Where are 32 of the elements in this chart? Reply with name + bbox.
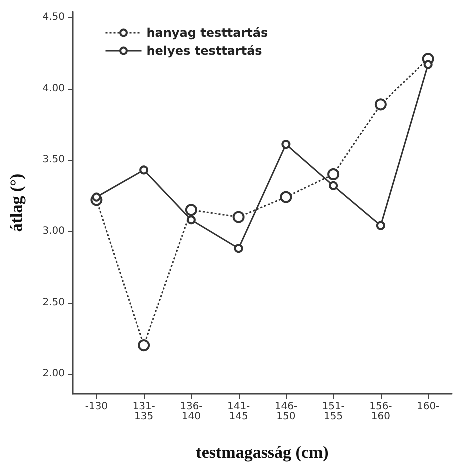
y-axis-title: átlag (°) [7,174,26,232]
x-tick-label: 151- 155 [322,402,346,422]
y-tick-label: 3.00 [42,226,65,238]
y-tick-label: 4.00 [42,83,65,94]
y-tick-label: 2.00 [42,368,65,380]
point [282,140,291,150]
point [328,168,340,180]
x-tick-label: 146- 150 [274,402,298,422]
y-tick-label: 3.50 [42,154,65,166]
x-tick-label: 160- [416,402,440,412]
point [186,216,196,225]
point [92,192,102,202]
point [424,60,433,70]
point [376,221,386,230]
point [140,166,149,175]
point [232,211,245,224]
legend-label: hanyag testtartás [146,26,268,40]
point [280,191,292,204]
point [138,340,150,352]
x-axis-title: testmagasság (cm) [196,443,329,462]
point [234,244,244,254]
y-tick-label: 2.50 [42,297,65,308]
x-tick-label: 141- 145 [227,402,251,422]
x-tick-label: 131- 135 [132,402,156,422]
y-tick-label: 4.50 [42,12,65,24]
x-tick-label: 136- 140 [180,402,204,422]
point [374,98,387,111]
x-tick-label: -130 [85,402,108,412]
legend-label: helyes testtartás [146,44,262,58]
point [185,204,198,216]
point [329,181,338,190]
x-tick-label: 156- 160 [370,402,393,422]
